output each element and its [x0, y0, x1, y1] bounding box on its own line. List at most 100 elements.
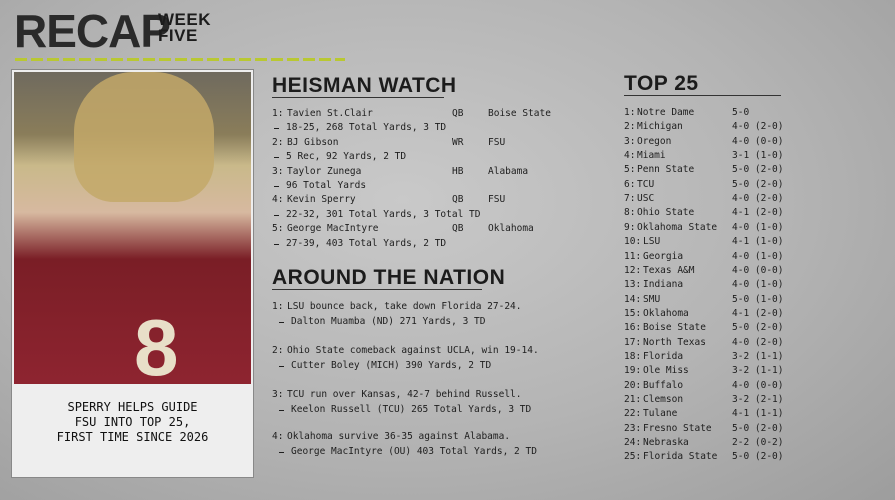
news-detail: Cutter Boley (MICH) 390 Yards, 2 TD [278, 360, 492, 371]
heisman-position: QB [452, 223, 464, 235]
rank-record: 4-0 (1-0) [732, 250, 784, 262]
heisman-rank: 2: [272, 136, 284, 148]
rank-number: 16: [624, 322, 642, 334]
rank-number: 23: [624, 422, 642, 434]
player-photo: 8 [14, 72, 251, 392]
caption: SPERRY HELPS GUIDE FSU INTO TOP 25, FIRST … [12, 400, 253, 445]
rank-team: Georgia [643, 250, 684, 262]
around-title: AROUND THE NATION [272, 266, 506, 289]
heisman-team: Alabama [488, 165, 529, 177]
rank-record: 5-0 (2-0) [732, 451, 784, 463]
news-number: 2: [272, 345, 284, 356]
heisman-stats: 22-32, 301 Total Yards, 3 Total TD [273, 208, 481, 220]
rank-number: 21: [624, 394, 642, 405]
rank-team: Michigan [637, 121, 683, 133]
heisman-team: FSU [488, 194, 506, 206]
rank-number: 24: [624, 437, 642, 449]
heisman-position: WR [452, 136, 464, 148]
heisman-stats: 18-25, 268 Total Yards, 3 TD [273, 122, 447, 134]
heisman-stats: 27-39, 403 Total Yards, 2 TD [273, 237, 447, 249]
rank-team: TCU [637, 178, 655, 190]
rank-record: 5-0 (2-0) [732, 178, 784, 190]
heisman-position: HB [452, 165, 464, 177]
recap-title: RECAP [14, 5, 171, 57]
rank-number: 10: [624, 236, 642, 248]
rank-team: Buffalo [643, 379, 684, 391]
rank-number: 8: [624, 207, 636, 219]
rank-team: North Texas [643, 336, 706, 348]
jersey-number: 8 [134, 303, 179, 392]
rank-record: 3-2 (1-1) [732, 350, 784, 362]
heisman-stats: 96 Total Yards [273, 180, 367, 191]
rank-team: Oregon [637, 135, 672, 147]
rank-team: Florida State [643, 451, 718, 463]
rank-team: Tulane [643, 408, 678, 420]
rank-record: 4-0 (2-0) [732, 193, 784, 205]
rank-record: 4-1 (1-1) [732, 408, 784, 420]
heisman-rank: 5: [272, 223, 284, 235]
feature-card: 8 SPERRY HELPS GUIDE FSU INTO TOP 25, FIRS… [11, 69, 254, 478]
top25-title: TOP 25 [624, 72, 699, 95]
rank-record: 5-0 (2-0) [732, 322, 784, 334]
caption-line: FIRST TIME SINCE 2026 [56, 430, 209, 444]
rank-number: 7: [624, 193, 636, 205]
heisman-rank: 4: [272, 194, 284, 206]
rank-record: 4-0 (2-0) [732, 121, 784, 133]
heisman-position: QB [452, 194, 464, 206]
rank-number: 12: [624, 264, 642, 276]
rank-team: Ohio State [637, 207, 695, 219]
heisman-team: Boise State [488, 108, 551, 119]
rank-number: 3: [624, 135, 636, 147]
rank-team: Clemson [643, 394, 684, 405]
rank-number: 18: [624, 350, 642, 362]
rank-record: 4-0 (0-0) [732, 379, 784, 391]
week-number: FIVE [158, 26, 198, 45]
rank-number: 25: [624, 451, 642, 463]
rank-record: 3-1 (1-0) [732, 150, 784, 162]
rank-team: Boise State [643, 322, 706, 334]
news-headline: Oklahoma survive 36-35 against Alabama. [287, 431, 511, 442]
caption-line: FSU INTO TOP 25, [74, 415, 191, 429]
news-headline: Ohio State comeback against UCLA, win 19… [287, 345, 539, 356]
week-label: WEEK [158, 10, 211, 29]
rank-record: 5-0 (1-0) [732, 293, 784, 305]
news-detail: Dalton Muamba (ND) 271 Yards, 3 TD [278, 316, 486, 327]
rank-record: 4-0 (0-0) [732, 135, 784, 147]
rank-team: Notre Dame [637, 107, 695, 118]
caption-line: SPERRY HELPS GUIDE [67, 400, 198, 414]
rank-record: 5-0 (2-0) [732, 422, 784, 434]
heisman-name: Kevin Sperry [287, 194, 356, 206]
heisman-rule [272, 97, 444, 98]
rank-team: Indiana [643, 279, 684, 291]
heisman-team: Oklahoma [488, 223, 534, 235]
news-number: 1: [272, 301, 284, 312]
rank-number: 20: [624, 379, 642, 391]
rank-record: 4-0 (1-0) [732, 221, 784, 233]
news-detail: George MacIntyre (OU) 403 Total Yards, 2… [279, 446, 537, 457]
rank-record: 4-1 (2-0) [732, 207, 784, 219]
heisman-name: Tavien St.Clair [287, 108, 373, 119]
rank-team: Fresno State [643, 422, 712, 434]
rank-number: 19: [624, 365, 642, 377]
rank-number: 2: [624, 121, 636, 133]
rank-number: 5: [624, 164, 636, 176]
rank-record: 4-1 (2-0) [732, 307, 784, 319]
news-number: 4: [272, 431, 284, 442]
heisman-name: Taylor Zunega [287, 165, 362, 177]
heisman-rank: 3: [272, 165, 284, 177]
rank-number: 15: [624, 307, 642, 319]
heisman-stats: 5 Rec, 92 Yards, 2 TD [273, 151, 407, 163]
rank-team: Penn State [637, 164, 695, 176]
rank-record: 4-0 (0-0) [732, 264, 784, 276]
news-number: 3: [272, 389, 284, 400]
rank-team: Oklahoma [643, 307, 689, 319]
helmet [74, 72, 214, 202]
rank-team: USC [637, 193, 655, 205]
news-detail: Keelon Russell (TCU) 265 Total Yards, 3 … [278, 404, 532, 415]
rank-number: 6: [624, 178, 636, 190]
rank-team: Miami [637, 150, 666, 162]
rank-record: 5-0 [732, 107, 750, 118]
rank-number: 13: [624, 279, 642, 291]
rank-number: 14: [624, 293, 642, 305]
